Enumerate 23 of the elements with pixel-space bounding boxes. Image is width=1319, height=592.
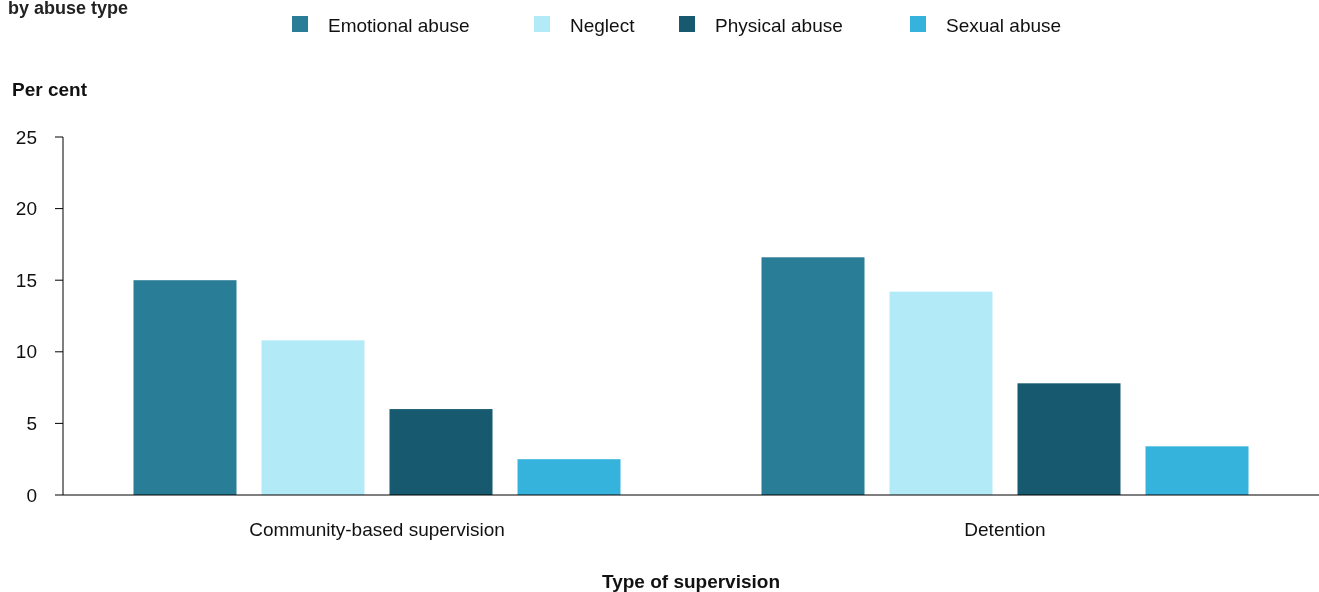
chart-title: by abuse type <box>8 0 129 18</box>
x-tick-label: Detention <box>964 519 1046 540</box>
legend-label: Neglect <box>570 15 636 36</box>
bar <box>1017 383 1121 495</box>
y-tick-label: 10 <box>15 341 37 363</box>
x-axis-title: Type of supervision <box>601 571 781 592</box>
y-tick-label: 15 <box>15 269 37 291</box>
legend-label: Sexual abuse <box>946 15 1062 36</box>
legend-label: Emotional abuse <box>328 15 470 36</box>
bar <box>517 459 621 495</box>
legend-label: Physical abuse <box>715 15 843 36</box>
y-axis-title: Per cent <box>12 79 88 100</box>
bar <box>889 291 993 495</box>
bar <box>261 340 365 495</box>
y-tick-label: 0 <box>26 484 37 506</box>
bar <box>389 409 493 495</box>
y-tick-label: 20 <box>15 198 37 220</box>
y-tick-label: 25 <box>15 126 37 148</box>
bar <box>761 257 865 495</box>
bar <box>1145 446 1249 495</box>
bar <box>133 280 237 495</box>
x-tick-label: Community-based supervision <box>249 519 505 540</box>
y-tick-label: 5 <box>26 413 37 435</box>
